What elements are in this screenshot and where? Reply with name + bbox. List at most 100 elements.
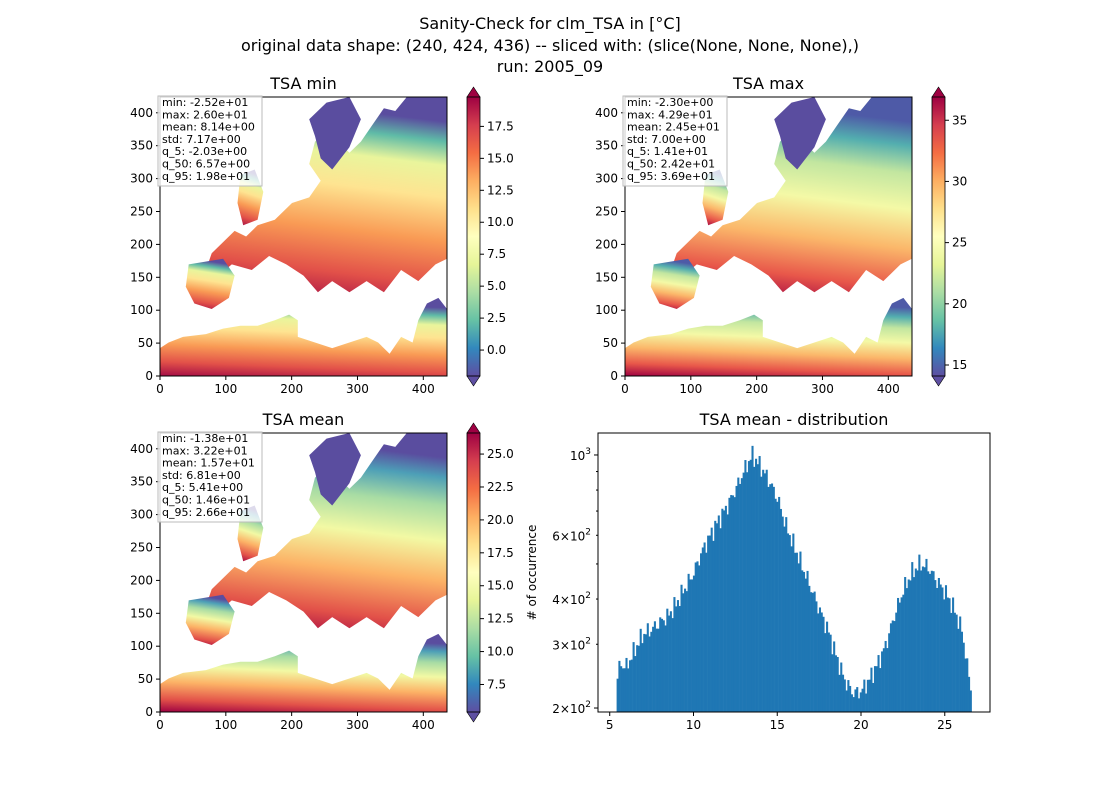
colorbar-tick-label: 10.0 (487, 645, 514, 659)
histogram-bar (907, 579, 910, 712)
histogram-bar (843, 679, 846, 712)
stat-line: q_95: 3.69e+01 (627, 170, 715, 183)
colorbar-tick-label: 17.5 (487, 119, 514, 133)
land-south (160, 297, 447, 376)
colorbar-tick-label: 30 (952, 174, 967, 188)
figure-title-line-2: original data shape: (240, 424, 436) -- … (241, 36, 859, 55)
colorbar-tick-label: 20 (952, 297, 967, 311)
histogram-bar (676, 600, 680, 712)
colorbar-tick-label: 20.0 (487, 513, 514, 527)
histogram-bar (668, 615, 671, 712)
histogram-bar (765, 469, 768, 712)
histogram-bar (914, 568, 917, 712)
colorbar-extend-bottom (466, 711, 481, 723)
histogram-bar (824, 633, 827, 712)
histogram-bar (861, 688, 864, 712)
x-tick-label: 300 (346, 718, 369, 732)
histogram-bar (739, 483, 742, 712)
histogram-bar (746, 472, 749, 712)
x-tick-label: 400 (412, 382, 435, 396)
histogram-bar (742, 472, 745, 712)
y-tick-label: 150 (595, 270, 618, 284)
histogram-bar (873, 666, 877, 712)
histogram-bar (691, 579, 694, 712)
stat-line: max: 4.29e+01 (627, 108, 713, 121)
histogram-bar (836, 656, 839, 712)
histogram-bar (733, 497, 736, 712)
colorbar-tick-label: 25.0 (487, 447, 514, 461)
histogram-bar (799, 551, 802, 712)
histogram-bar (834, 655, 837, 712)
histogram-bar (936, 587, 939, 712)
x-tick-label: 100 (679, 382, 702, 396)
histogram-bar (863, 679, 866, 712)
panel-title: TSA min (269, 74, 336, 93)
histogram-bar (737, 477, 740, 712)
histogram-bar (941, 587, 944, 712)
y-tick-label: 100 (595, 303, 618, 317)
histogram-bar (643, 633, 646, 712)
stat-line: q_5: 5.41e+00 (162, 481, 243, 494)
histogram-bar (934, 580, 937, 712)
land-iberia (185, 258, 235, 309)
histogram-bar (842, 674, 845, 712)
histogram-bar (723, 510, 726, 712)
histogram-bar (960, 631, 963, 712)
histogram-bar (815, 601, 818, 712)
histogram-bar (756, 464, 759, 712)
x-tick-label: 200 (280, 718, 303, 732)
histogram-bar (730, 495, 733, 712)
y-tick-label: 50 (603, 336, 618, 350)
y-tick-label: 300 (130, 172, 153, 186)
colorbar-frame (466, 432, 481, 713)
histogram-bar (707, 535, 710, 712)
histogram-bar (687, 573, 690, 712)
histogram-bar (928, 573, 932, 712)
histogram-bar (913, 577, 916, 712)
histogram-bar (953, 612, 956, 712)
histogram-bar (648, 636, 651, 712)
stats-box-bg (157, 431, 263, 523)
histogram-bar (818, 607, 822, 712)
map-panel-tsa-min: TSA min 0 100 200 300 400 0 50 100 150 200 250 300 35… (130, 74, 514, 396)
stat-line: mean: 2.45e+01 (627, 121, 720, 134)
histogram-bar (772, 486, 775, 712)
histogram-bar (920, 570, 923, 712)
x-tick-label: 100 (214, 718, 237, 732)
y-tick-label: 200 (130, 237, 153, 251)
histogram-bar (865, 693, 868, 712)
histogram-bar (655, 628, 658, 712)
histogram-bar (955, 614, 958, 712)
histogram-bar (801, 570, 804, 712)
y-tick-label-minor: 6×102 (552, 527, 591, 543)
histogram-bar (932, 571, 935, 712)
histogram-bar (881, 651, 884, 712)
histogram-bar (875, 666, 878, 712)
histogram-bar (950, 612, 953, 712)
colorbar-extend-top (466, 422, 481, 434)
stat-line: q_50: 1.46e+01 (162, 494, 250, 507)
colorbar-tick-label: 7.5 (487, 677, 506, 691)
y-tick-label: 200 (595, 237, 618, 251)
histogram-bar (838, 674, 841, 712)
y-tick-label: 0 (610, 369, 618, 383)
histogram-bar (669, 611, 672, 712)
histogram-bar (845, 690, 848, 712)
histogram-bar (900, 597, 903, 712)
histogram-bar (811, 592, 814, 712)
y-tick-label: 100 (130, 639, 153, 653)
stat-line: max: 2.60e+01 (162, 108, 248, 121)
histogram-bar (724, 505, 727, 712)
y-tick-label: 300 (595, 172, 618, 186)
histogram-bar (808, 585, 811, 712)
histogram-bar (952, 597, 955, 712)
colorbar-tick-label: 10.0 (487, 215, 514, 229)
histogram-bar (618, 660, 621, 712)
histogram-bar (632, 642, 635, 712)
histogram-bar (751, 445, 754, 712)
histogram-bar (771, 483, 774, 712)
histogram-bar (760, 476, 763, 712)
histogram-bar (820, 612, 823, 712)
